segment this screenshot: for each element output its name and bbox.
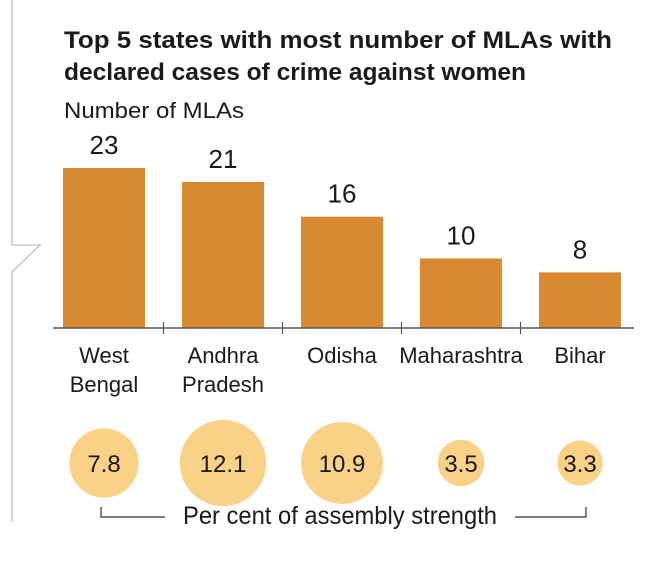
- percent-bubble: [69, 428, 139, 498]
- percent-bubble: [437, 439, 485, 487]
- category-label: Bengal: [70, 372, 139, 397]
- bar: [301, 216, 383, 328]
- bar-value-label: 8: [573, 234, 587, 264]
- percent-bubble: [557, 440, 603, 486]
- category-label: Bihar: [554, 343, 605, 368]
- chart-title-line-2: declared cases of crime against women: [64, 59, 526, 86]
- percent-label: 10.9: [319, 451, 366, 478]
- category-label: Maharashtra: [399, 343, 523, 368]
- category-label: Pradesh: [182, 372, 264, 397]
- category-label: Odisha: [307, 343, 377, 368]
- bar: [539, 272, 621, 328]
- percent-label: 3.3: [563, 451, 596, 478]
- percent-label: 12.1: [200, 451, 247, 478]
- bar-value-label: 16: [328, 179, 357, 209]
- bar-value-label: 23: [90, 130, 119, 160]
- bracket-right: [515, 507, 587, 518]
- y-axis-label: Number of MLAs: [64, 98, 244, 123]
- percent-label: 7.8: [87, 451, 120, 478]
- bar: [420, 258, 502, 328]
- bar: [63, 168, 145, 328]
- bar: [182, 181, 264, 328]
- chart-title-line-1: Top 5 states with most number of MLAs wi…: [64, 27, 612, 54]
- bracket-left: [100, 507, 165, 518]
- category-label: Andhra: [188, 343, 260, 368]
- percent-bubble: [301, 422, 383, 504]
- frame-pointer: [11, 0, 42, 522]
- percent-label: 3.5: [444, 451, 477, 478]
- bar-value-label: 21: [209, 144, 238, 174]
- percent-bubble: [179, 419, 267, 507]
- bar-value-label: 10: [447, 220, 476, 250]
- secondary-label: Per cent of assembly strength: [183, 502, 497, 530]
- category-label: West: [79, 343, 129, 368]
